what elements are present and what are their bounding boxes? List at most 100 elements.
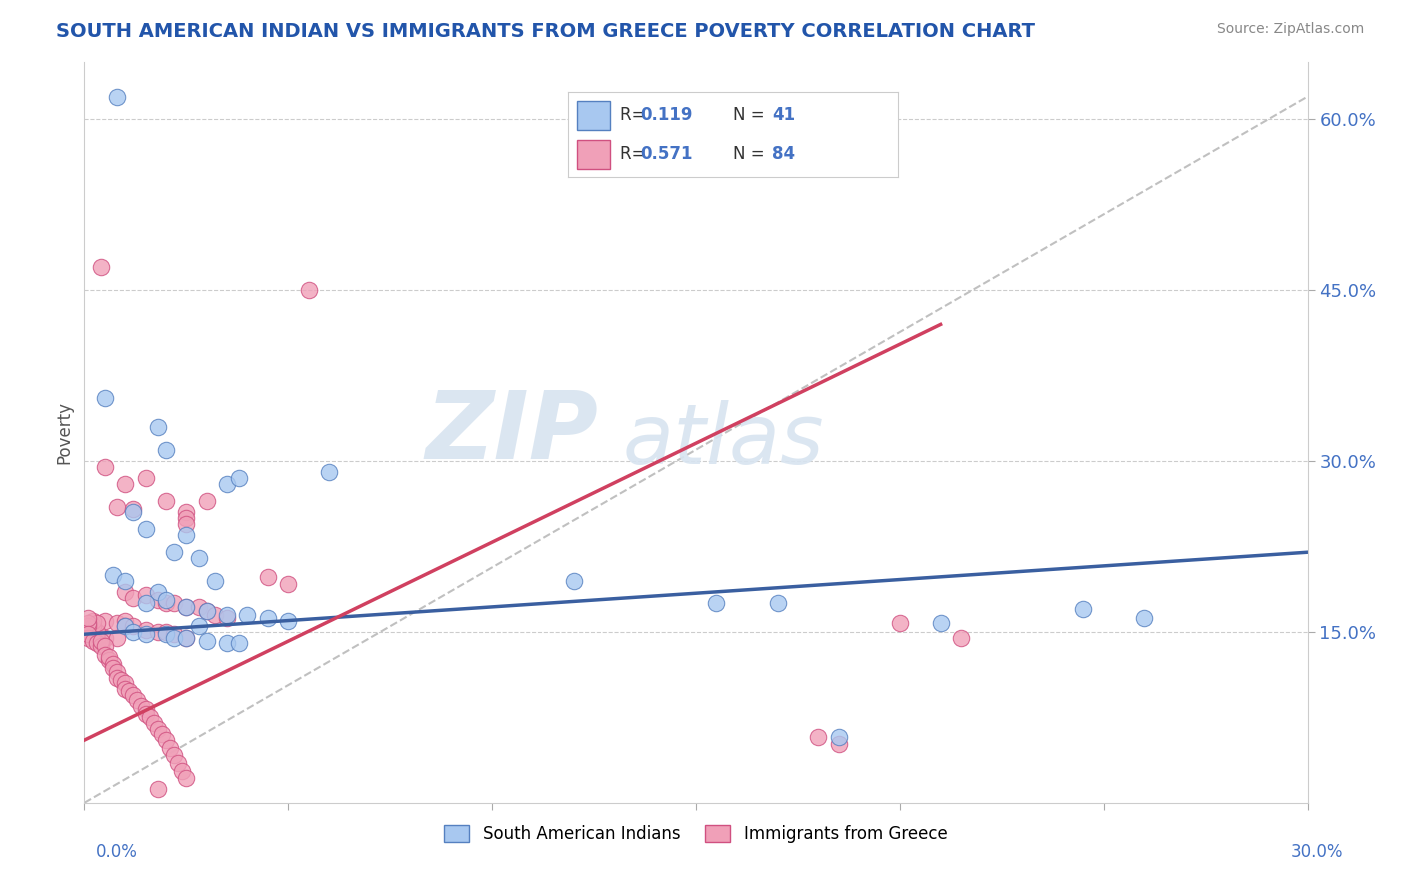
Point: [105, 500, 128, 514]
Text: 30.0%: 30.0%: [1291, 843, 1343, 861]
Point: [217, 611, 239, 625]
Point: [90, 260, 112, 275]
Y-axis label: Poverty: Poverty: [55, 401, 73, 464]
Point: [86, 631, 108, 645]
Point: [277, 577, 299, 591]
Point: [174, 599, 197, 614]
Point: [172, 764, 194, 778]
Point: [114, 585, 136, 599]
Point: [110, 673, 132, 687]
Point: [114, 574, 136, 588]
Point: [146, 782, 169, 797]
Point: [828, 737, 851, 751]
Point: [122, 688, 145, 702]
Point: [135, 471, 157, 485]
Point: [187, 619, 209, 633]
Point: [93, 631, 115, 645]
Point: [90, 634, 112, 648]
Text: 0.0%: 0.0%: [96, 843, 138, 861]
Point: [1073, 602, 1095, 616]
Point: [122, 591, 145, 605]
Point: [114, 614, 136, 628]
Point: [97, 650, 120, 665]
Point: [174, 511, 197, 525]
Point: [146, 585, 169, 599]
Point: [82, 627, 104, 641]
Point: [135, 706, 157, 721]
Point: [807, 730, 830, 744]
Point: [155, 597, 177, 611]
Point: [889, 615, 911, 630]
Point: [105, 671, 128, 685]
Text: ZIP: ZIP: [425, 386, 598, 479]
Text: Source: ZipAtlas.com: Source: ZipAtlas.com: [1216, 22, 1364, 37]
Point: [93, 639, 115, 653]
Point: [135, 589, 157, 603]
Point: [101, 657, 124, 671]
Point: [1133, 611, 1156, 625]
Point: [204, 574, 226, 588]
Point: [155, 733, 177, 747]
Point: [82, 614, 104, 628]
Point: [155, 624, 177, 639]
Point: [122, 505, 145, 519]
Point: [114, 619, 136, 633]
Point: [167, 756, 190, 770]
Point: [114, 676, 136, 690]
Point: [163, 545, 186, 559]
Point: [155, 627, 177, 641]
Point: [174, 771, 197, 785]
Point: [142, 716, 165, 731]
Point: [90, 639, 112, 653]
Point: [86, 624, 108, 639]
Point: [204, 607, 226, 622]
Point: [159, 741, 181, 756]
Point: [163, 631, 186, 645]
Point: [236, 607, 259, 622]
Point: [828, 730, 851, 744]
Point: [228, 471, 250, 485]
Point: [82, 634, 104, 648]
Legend: South American Indians, Immigrants from Greece: South American Indians, Immigrants from …: [437, 819, 955, 850]
Point: [195, 634, 218, 648]
Point: [146, 420, 169, 434]
Point: [277, 614, 299, 628]
Point: [146, 593, 169, 607]
Point: [131, 698, 153, 713]
Point: [135, 597, 157, 611]
Point: [195, 604, 218, 618]
Point: [105, 615, 128, 630]
Point: [135, 523, 157, 537]
Point: [105, 631, 128, 645]
Point: [86, 636, 108, 650]
Point: [86, 615, 108, 630]
Point: [155, 593, 177, 607]
Point: [174, 516, 197, 531]
Point: [97, 653, 120, 667]
Point: [93, 648, 115, 662]
Point: [706, 597, 728, 611]
Point: [114, 476, 136, 491]
Point: [257, 611, 280, 625]
Point: [929, 615, 952, 630]
Point: [93, 614, 115, 628]
Point: [195, 494, 218, 508]
Point: [318, 466, 340, 480]
Point: [146, 624, 169, 639]
Point: [174, 505, 197, 519]
Point: [228, 636, 250, 650]
Point: [174, 631, 197, 645]
Point: [135, 627, 157, 641]
Point: [174, 528, 197, 542]
Point: [950, 631, 973, 645]
Point: [217, 607, 239, 622]
Point: [77, 611, 100, 625]
Point: [163, 627, 186, 641]
Point: [217, 636, 239, 650]
Point: [105, 89, 128, 103]
Point: [155, 494, 177, 508]
Point: [122, 624, 145, 639]
Point: [187, 599, 209, 614]
Point: [195, 604, 218, 618]
Point: [122, 502, 145, 516]
